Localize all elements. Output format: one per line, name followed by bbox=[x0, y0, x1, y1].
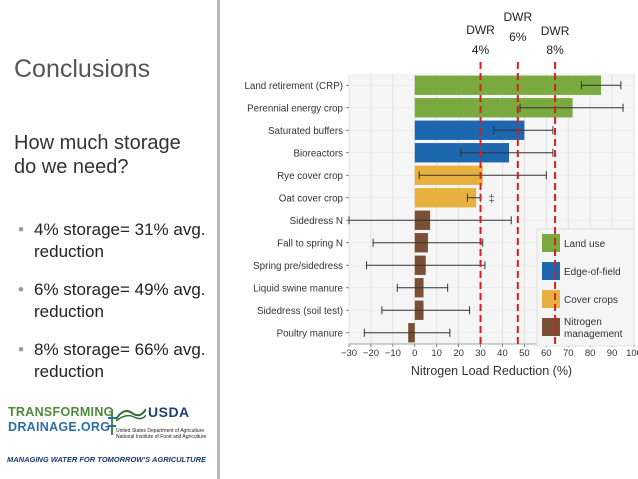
x-tick-label: 0 bbox=[412, 348, 417, 359]
usda-logo: USDA United States Department of Agricul… bbox=[116, 404, 212, 448]
y-tick-label: Sidedress N bbox=[290, 216, 343, 227]
x-tick-label: 70 bbox=[563, 348, 574, 359]
reference-label-1: DWR bbox=[503, 10, 532, 24]
reference-value-1: 6% bbox=[509, 30, 527, 44]
reference-value-0: 4% bbox=[472, 43, 490, 57]
x-tick-label: 60 bbox=[541, 348, 552, 359]
bullet-item: • 6% storage= 49% avg. reduction bbox=[16, 279, 212, 323]
y-tick-label: Poultry manure bbox=[277, 328, 344, 339]
bullet-text: 6% storage= 49% avg. reduction bbox=[34, 280, 206, 321]
usda-hills-icon bbox=[116, 408, 146, 421]
legend-swatch-2 bbox=[542, 290, 560, 308]
text-panel: Conclusions How much storage do we need?… bbox=[0, 0, 212, 479]
x-tick-label: −10 bbox=[385, 348, 401, 359]
y-tick-label: Rye cover crop bbox=[277, 171, 343, 182]
bar-1 bbox=[414, 98, 573, 118]
legend-label-3-cont: management bbox=[564, 329, 623, 340]
legend-label-0: Land use bbox=[564, 239, 606, 250]
bar-0 bbox=[414, 75, 602, 95]
y-tick-label: Fall to spring N bbox=[277, 238, 343, 249]
legend-label-3: Nitrogen bbox=[564, 317, 602, 328]
y-tick-label: Sidedress (soil test) bbox=[257, 306, 343, 317]
bullet-text: 8% storage= 66% avg. reduction bbox=[34, 340, 206, 381]
annotation-0: ‡ bbox=[489, 193, 495, 205]
usda-wordmark: USDA bbox=[148, 404, 190, 420]
x-tick-label: 20 bbox=[453, 348, 464, 359]
x-axis-label: Nitrogen Load Reduction (%) bbox=[411, 364, 572, 378]
x-tick-label: 10 bbox=[431, 348, 442, 359]
y-tick-label: Bioreactors bbox=[293, 148, 343, 159]
legend-label-2: Cover crops bbox=[564, 295, 618, 306]
tagline: MANAGING WATER FOR TOMORROW'S AGRICULTUR… bbox=[7, 455, 206, 464]
x-tick-label: 40 bbox=[497, 348, 508, 359]
slide-title: Conclusions bbox=[14, 55, 151, 83]
logo-line-2: DRAINAGE.ORG bbox=[8, 420, 111, 434]
x-tick-label: −20 bbox=[363, 348, 379, 359]
bar-5 bbox=[414, 188, 477, 208]
bar-2 bbox=[414, 120, 525, 140]
vertical-divider bbox=[217, 0, 220, 479]
bullet-marker-icon: • bbox=[18, 220, 24, 239]
bullet-marker-icon: • bbox=[18, 280, 24, 299]
x-tick-label: 50 bbox=[519, 348, 530, 359]
bullet-text: 4% storage= 31% avg. reduction bbox=[34, 220, 206, 261]
y-tick-label: Perennial energy crop bbox=[247, 103, 343, 114]
legend-swatch-0 bbox=[542, 234, 560, 252]
logo-line-1: TRANSFORMING bbox=[8, 405, 114, 419]
legend-label-1: Edge-of-field bbox=[564, 267, 621, 278]
usda-subtitle-2: National Institute of Food and Agricultu… bbox=[116, 434, 207, 440]
bullet-item: • 4% storage= 31% avg. reduction bbox=[16, 219, 212, 263]
usda-subtitle-1: United States Department of Agriculture bbox=[116, 428, 205, 434]
legend-swatch-1 bbox=[542, 262, 560, 280]
reference-label-0: DWR bbox=[466, 23, 495, 37]
x-tick-label: 100 bbox=[626, 348, 638, 359]
question-text: How much storage do we need? bbox=[14, 132, 181, 178]
bullet-list: • 4% storage= 31% avg. reduction • 6% st… bbox=[16, 219, 212, 399]
x-tick-label: 80 bbox=[585, 348, 596, 359]
x-tick-label: 30 bbox=[475, 348, 486, 359]
nitrogen-reduction-chart: −30 −20 −10 0 10 20 30 40 50 60 70 80 90 100 Land reti… bbox=[244, 10, 638, 378]
legend-swatch-3 bbox=[542, 318, 560, 336]
y-tick-label: Saturated buffers bbox=[268, 126, 343, 137]
reference-label-2: DWR bbox=[541, 24, 570, 38]
y-tick-label: Oat cover crop bbox=[279, 193, 344, 204]
y-tick-label: Land retirement (CRP) bbox=[244, 81, 343, 92]
bullet-marker-icon: • bbox=[18, 340, 24, 359]
reference-value-2: 8% bbox=[546, 43, 564, 57]
transforming-drainage-logo: TRANSFORMING DRAINAGE.ORG bbox=[8, 405, 116, 439]
x-tick-label: 90 bbox=[607, 348, 618, 359]
bullet-item: • 8% storage= 66% avg. reduction bbox=[16, 339, 212, 383]
y-tick-label: Spring pre/sidedress bbox=[253, 261, 343, 272]
x-tick-label: −30 bbox=[341, 348, 357, 359]
y-tick-label: Liquid swine manure bbox=[253, 283, 343, 294]
drainage-pipe-icon bbox=[108, 409, 116, 435]
